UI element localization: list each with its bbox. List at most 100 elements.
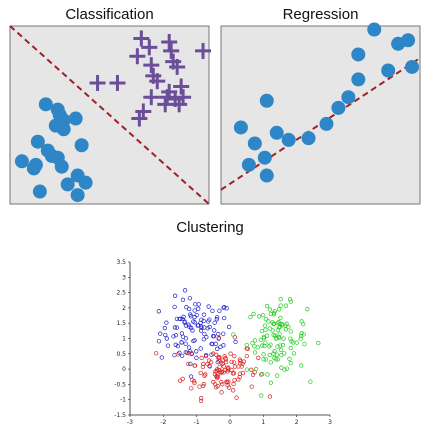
cluster-blue-point <box>211 334 217 339</box>
cluster-red-point <box>201 382 206 387</box>
cluster-blue-point <box>156 309 161 314</box>
regression-points <box>233 22 420 183</box>
class-b-cross <box>131 110 148 127</box>
cluster-blue-point <box>190 328 195 333</box>
cluster-red-point <box>231 388 236 393</box>
cluster-blue-point <box>172 304 177 310</box>
y-tick-label: 0 <box>122 366 126 373</box>
cluster-blue-point <box>165 343 171 348</box>
cluster-green-point <box>261 357 266 362</box>
regression-point <box>257 150 272 165</box>
cluster-red-point <box>241 359 246 364</box>
cluster-blue-point <box>204 335 209 340</box>
cluster-green-point <box>264 303 270 309</box>
regression-point <box>351 47 366 62</box>
cluster-red-point <box>214 352 219 357</box>
class-b-cross <box>133 30 150 47</box>
cluster-green-point <box>260 371 265 377</box>
cluster-blue-point <box>180 316 185 322</box>
classification-boundary <box>9 25 210 205</box>
cluster-blue-point <box>224 306 229 311</box>
cluster-green-point <box>261 352 266 357</box>
cluster-green-point <box>284 366 290 371</box>
regression-point <box>241 157 256 172</box>
clustering-title: Clustering <box>176 219 244 236</box>
cluster-red-point <box>219 369 224 374</box>
cluster-blue-point <box>196 302 201 307</box>
cluster-green-point <box>252 338 258 343</box>
cluster-green-point <box>272 355 277 361</box>
cluster-red-point <box>180 376 185 382</box>
class-b-cross <box>143 89 160 106</box>
cluster-red-point <box>244 353 249 359</box>
cluster-red-point <box>217 369 223 375</box>
cluster-blue-point <box>180 297 186 302</box>
class-b-cross <box>163 42 180 59</box>
cluster-green-point <box>274 352 280 357</box>
class-b-cross <box>149 73 166 90</box>
cluster-blue-point <box>156 339 162 344</box>
y-tick-label: 0.5 <box>116 351 126 358</box>
cluster-red-point <box>256 355 261 360</box>
cluster-green-point <box>279 352 284 358</box>
cluster-green-point <box>283 303 289 308</box>
regression-point <box>381 63 396 78</box>
class-a-point <box>78 175 93 190</box>
class-a-point <box>32 184 47 199</box>
cluster-blue-point <box>164 336 169 341</box>
class-a-point <box>74 138 89 153</box>
cluster-green-point <box>263 317 269 322</box>
cluster-blue-point <box>233 339 238 345</box>
cluster-green-point <box>262 343 267 349</box>
cluster-red-point <box>211 379 216 385</box>
class-a-point <box>70 188 85 203</box>
cluster-red-point <box>225 365 231 370</box>
cluster-green-point <box>288 345 293 351</box>
clustering-panel: -3 -2 -1 0 1 2 3 3.5 3 2.5 2 1.5 1 0.5 0 -0.5 -1 -1.5 <box>114 259 332 426</box>
cluster-blue-point <box>202 331 207 337</box>
cluster-blue-point <box>196 306 201 311</box>
regression-point <box>319 116 334 131</box>
cluster-green-point <box>316 341 321 346</box>
class-a-point <box>54 159 69 174</box>
cluster-blue-point <box>206 304 211 309</box>
cluster-blue-point <box>221 305 226 310</box>
cluster-red-point <box>240 361 245 367</box>
cluster-red-point <box>215 374 221 380</box>
class-b-cross <box>141 39 158 56</box>
y-tick-label: 3.5 <box>116 259 126 266</box>
cluster-red-point <box>228 351 233 356</box>
cluster-blue-point <box>215 346 220 351</box>
class-b-cross <box>157 96 174 113</box>
cluster-green-point <box>288 329 293 334</box>
cluster-blue-point <box>184 305 189 310</box>
cluster-green-point <box>301 321 306 327</box>
cluster-red-point <box>221 364 226 369</box>
cluster-red-point <box>250 372 256 377</box>
cluster-red-point <box>198 370 203 376</box>
cluster-green-point <box>283 327 289 332</box>
class-a-point <box>60 177 75 192</box>
cluster-red-point <box>217 355 222 360</box>
cluster-green-point <box>274 373 280 378</box>
cluster-red-point <box>189 351 194 357</box>
cluster-green-point <box>294 340 299 345</box>
cluster-red-point <box>175 352 181 357</box>
cluster-red-point <box>186 361 191 367</box>
cluster-green-point <box>258 337 264 343</box>
cluster-blue-point <box>175 344 181 349</box>
cluster-red-point <box>213 385 219 390</box>
regression-point <box>301 131 316 146</box>
cluster-red-point <box>217 364 222 370</box>
cluster-blue-point <box>174 325 180 330</box>
cluster-green-point <box>261 313 266 318</box>
cluster-green-point <box>265 372 270 377</box>
cluster-red-point <box>226 385 232 390</box>
cluster-blue-point <box>201 318 206 324</box>
cluster-blue-point <box>194 349 199 354</box>
cluster-blue-point <box>207 324 212 330</box>
class-b-cross <box>159 89 176 106</box>
x-tick-label: -3 <box>127 419 133 426</box>
regression-point <box>331 100 346 115</box>
